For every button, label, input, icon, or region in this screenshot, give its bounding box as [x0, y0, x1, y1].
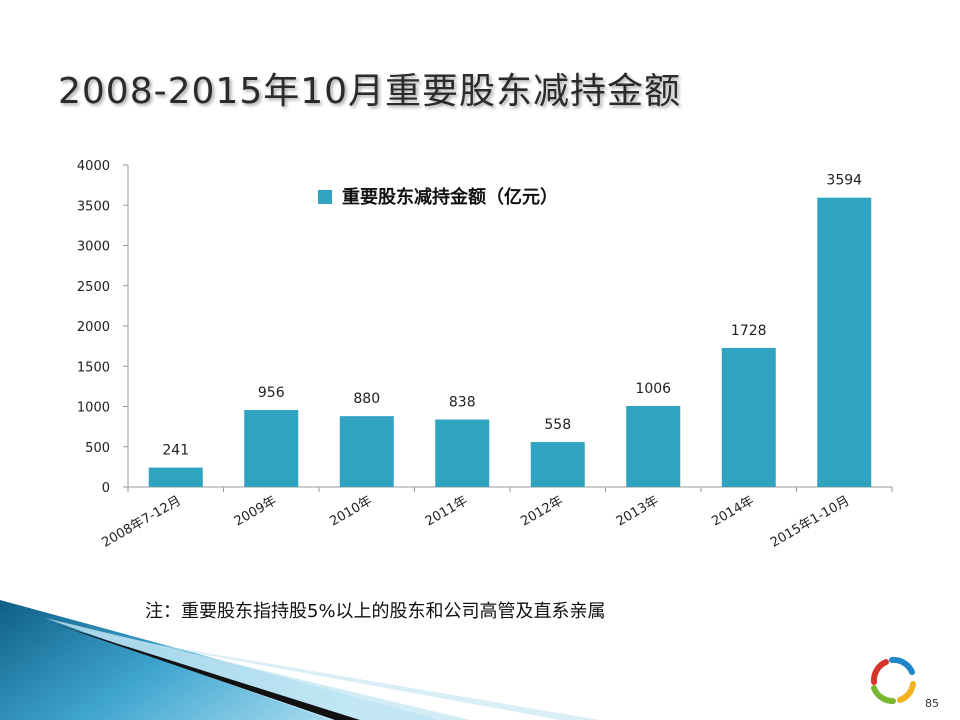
data-label: 241: [162, 443, 189, 459]
logo-icon: [870, 656, 916, 705]
data-label: 1728: [731, 323, 767, 339]
page-number: 85: [925, 697, 939, 710]
x-tick-label: 2014年: [709, 493, 756, 529]
slide-title: 2008-2015年10月重要股东减持金额: [58, 71, 682, 112]
bar: [244, 410, 299, 487]
y-tick-label: 3500: [77, 199, 110, 214]
x-tick-label: 2015年1-10月: [768, 493, 852, 550]
x-tick-label: 2010年: [327, 493, 374, 529]
y-tick-label: 0: [102, 481, 110, 496]
y-tick-label: 3000: [77, 240, 110, 255]
bar: [817, 197, 872, 488]
y-tick-label: 2000: [77, 320, 110, 335]
data-label: 558: [544, 417, 571, 433]
x-tick-label: 2012年: [518, 493, 565, 529]
bar: [626, 406, 681, 487]
legend-label: 重要股东减持金额（亿元）: [342, 186, 558, 208]
x-tick-label: 2011年: [423, 493, 470, 529]
bar: [721, 347, 776, 487]
footnote: 注：重要股东指持股5%以上的股东和公司高管及直系亲属: [145, 601, 606, 622]
x-tick-label: 2008年7-12月: [100, 493, 184, 550]
x-tick-label: 2009年: [232, 493, 279, 529]
data-label: 956: [258, 385, 285, 401]
data-label: 3594: [826, 173, 862, 189]
data-label: 1006: [635, 381, 671, 397]
y-tick-label: 2500: [77, 280, 110, 295]
legend-swatch: [318, 190, 332, 204]
corner-swoosh: [0, 600, 600, 720]
bar: [148, 467, 203, 487]
data-label: 880: [353, 391, 380, 407]
bar: [530, 442, 585, 487]
bar: [435, 419, 490, 487]
y-tick-label: 500: [85, 441, 110, 456]
data-label: 838: [449, 395, 476, 411]
bar: [339, 416, 394, 487]
y-tick-label: 4000: [77, 159, 110, 174]
y-tick-label: 1000: [77, 401, 110, 416]
y-tick-label: 1500: [77, 360, 110, 375]
x-tick-label: 2013年: [614, 493, 661, 529]
